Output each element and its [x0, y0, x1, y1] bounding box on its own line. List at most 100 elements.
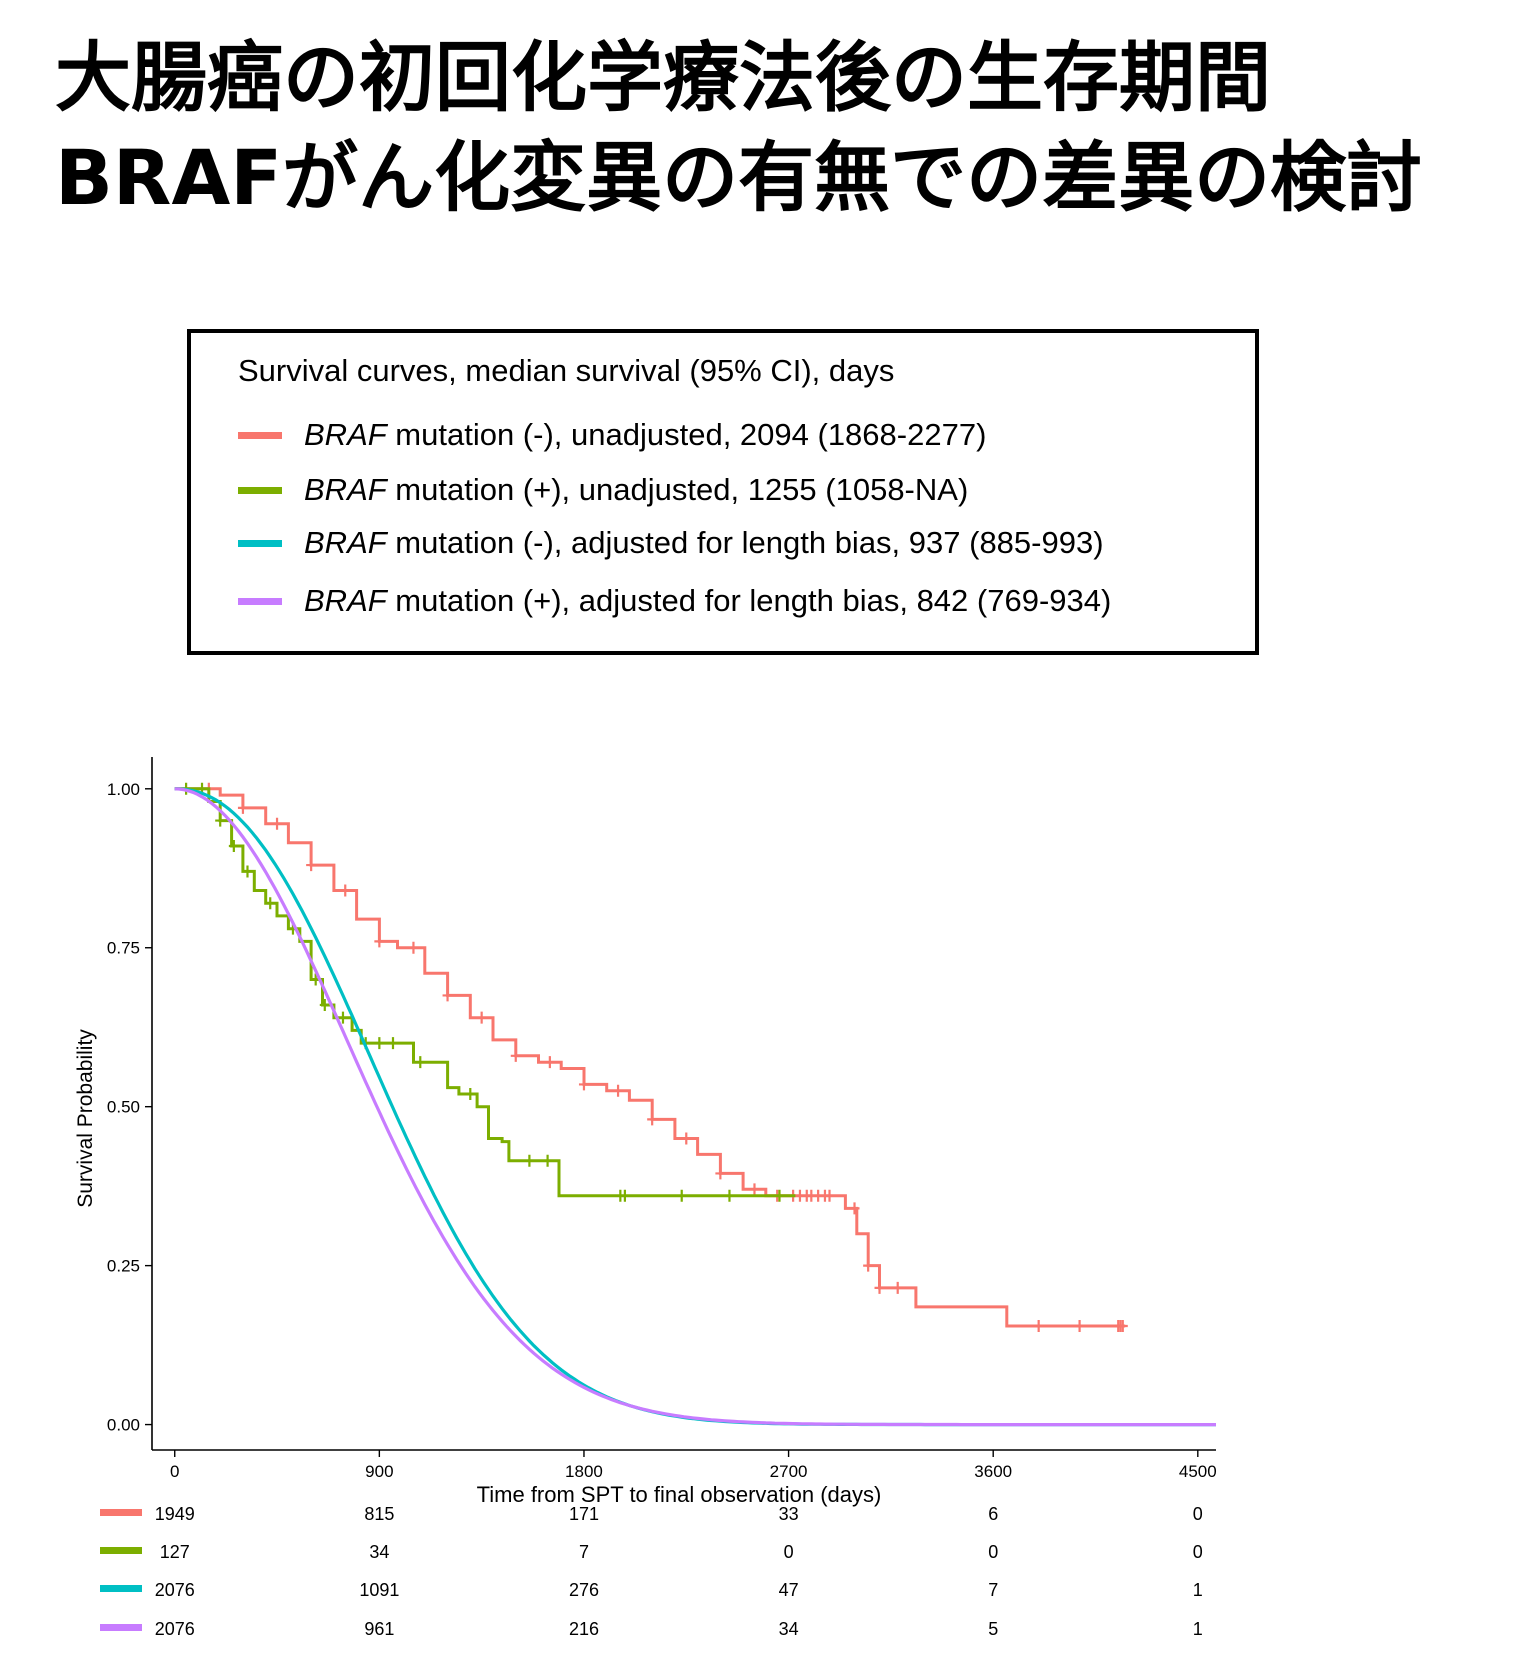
series-4-curve — [174, 787, 1216, 1427]
risk-table-swatch — [100, 1624, 142, 1631]
slide-title: 大腸癌の初回化学療法後の生存期間 BRAFがん化変異の有無での差異の検討 — [55, 28, 1422, 228]
legend-gene-name: BRAF — [304, 583, 387, 618]
x-tick-label: 4500 — [1179, 1462, 1217, 1481]
risk-table-count: 0 — [784, 1542, 794, 1562]
risk-table-swatch — [100, 1509, 142, 1516]
risk-table-count: 2076 — [155, 1619, 195, 1639]
series-1-censor-mark — [340, 884, 351, 897]
series-3-curve — [174, 787, 1216, 1427]
risk-table-count: 33 — [779, 1504, 799, 1524]
legend-label: BRAF mutation (-), unadjusted, 2094 (186… — [304, 417, 986, 453]
x-tick-label: 900 — [365, 1462, 393, 1481]
series-1-censor-mark — [892, 1281, 903, 1294]
legend-label: BRAF mutation (-), adjusted for length b… — [304, 525, 1104, 561]
risk-table-count: 171 — [569, 1504, 599, 1524]
series-2-censor-mark — [387, 1037, 398, 1050]
series-1-censor-mark — [749, 1183, 760, 1196]
legend-text: mutation (-), adjusted for length bias, … — [386, 525, 1104, 560]
risk-table-count: 5 — [988, 1619, 998, 1639]
risk-table-count: 34 — [369, 1542, 389, 1562]
series-1-censor-mark — [408, 941, 419, 954]
risk-table-count: 0 — [988, 1542, 998, 1562]
slide-title-line-1: 大腸癌の初回化学療法後の生存期間 — [55, 33, 1271, 122]
x-axis-title: Time from SPT to final observation (days… — [477, 1482, 882, 1507]
legend-text: mutation (-), unadjusted, 2094 (1868-227… — [386, 417, 987, 452]
x-tick-label: 1800 — [565, 1462, 603, 1481]
series-2-censor-mark — [676, 1189, 687, 1202]
legend-label: BRAF mutation (+), unadjusted, 1255 (105… — [304, 472, 968, 508]
series-2-censor-mark — [774, 1189, 785, 1202]
series-2-censor-mark — [319, 998, 330, 1011]
series-1-censor-mark — [272, 817, 283, 830]
risk-table-count: 47 — [779, 1580, 799, 1600]
series-1-censor-mark — [1117, 1320, 1128, 1333]
risk-table-count: 1 — [1193, 1619, 1203, 1639]
series-1-censor-mark — [237, 801, 248, 814]
series-2-line — [174, 787, 796, 1198]
legend-swatch-green — [238, 486, 282, 494]
series-2-censor-mark — [265, 897, 276, 910]
risk-table-count: 216 — [569, 1619, 599, 1639]
x-tick-label: 0 — [170, 1462, 179, 1481]
series-1-censor-mark — [1033, 1320, 1044, 1333]
series-2-censor-mark — [542, 1154, 553, 1167]
risk-table-swatch — [100, 1547, 142, 1554]
series-2-censor-mark — [724, 1189, 735, 1202]
series-1-censor-mark — [863, 1259, 874, 1272]
legend-text: mutation (+), unadjusted, 1255 (1058-NA) — [386, 472, 969, 507]
legend-heading: Survival curves, median survival (95% CI… — [238, 353, 895, 388]
legend-label: BRAF mutation (+), adjusted for length b… — [304, 583, 1111, 619]
series-1-censor-mark — [613, 1084, 624, 1097]
risk-table-count: 2076 — [155, 1580, 195, 1600]
risk-table-count: 815 — [364, 1504, 394, 1524]
legend-swatch-purple — [238, 597, 282, 605]
series-1-censor-mark — [510, 1049, 521, 1062]
y-tick-label: 0.75 — [107, 939, 140, 958]
series-2-censor-mark — [465, 1087, 476, 1100]
legend-item-braf-pos-unadjusted: BRAF mutation (+), unadjusted, 1255 (105… — [238, 470, 968, 510]
y-tick-label: 0.25 — [107, 1257, 140, 1276]
series-1-censor-mark — [476, 1011, 487, 1024]
series-1-censor-mark — [849, 1202, 860, 1215]
legend-item-braf-neg-unadjusted: BRAF mutation (-), unadjusted, 2094 (186… — [238, 415, 986, 455]
legend-item-braf-pos-adjusted: BRAF mutation (+), adjusted for length b… — [238, 581, 1111, 621]
series-2-censor-mark — [374, 1037, 385, 1050]
legend-gene-name: BRAF — [304, 525, 387, 560]
y-axis-title: Survival Probability — [74, 1029, 97, 1208]
series-2-censor-mark — [337, 1011, 348, 1024]
legend-box: Survival curves, median survival (95% CI… — [187, 329, 1259, 655]
legend-gene-name: BRAF — [304, 472, 387, 507]
risk-table-count: 0 — [1193, 1504, 1203, 1524]
series-1-censor-mark — [681, 1132, 692, 1145]
series-2-censor-mark — [228, 840, 239, 853]
risk-table-count: 127 — [160, 1542, 190, 1562]
y-tick-label: 0.00 — [107, 1416, 140, 1435]
series-1-censor-mark — [874, 1281, 885, 1294]
risk-table-count: 1 — [1193, 1580, 1203, 1600]
risk-table-count: 6 — [988, 1504, 998, 1524]
legend-swatch-cyan — [238, 539, 282, 547]
series-1-censor-mark — [824, 1189, 835, 1202]
risk-table-count: 276 — [569, 1580, 599, 1600]
risk-table-count: 0 — [1193, 1542, 1203, 1562]
legend-swatch-salmon — [238, 431, 282, 439]
slide-title-line-2: BRAFがん化変異の有無での差異の検討 — [55, 133, 1423, 222]
legend-text: mutation (+), adjusted for length bias, … — [386, 583, 1112, 618]
series-2-censor-mark — [215, 814, 226, 827]
survival-chart: 0.00 0.25 0.50 0.75 1.00 0 900 1800 2700 3600 4500… — [74, 757, 1217, 1639]
x-tick-label: 2700 — [770, 1462, 808, 1481]
series-1-censor-mark — [578, 1078, 589, 1091]
series-1-censor-mark — [647, 1113, 658, 1126]
y-tick-label: 0.50 — [107, 1098, 140, 1117]
risk-table-count: 1091 — [359, 1580, 399, 1600]
risk-table-count: 961 — [364, 1619, 394, 1639]
series-1-censor-mark — [374, 935, 385, 948]
series-2-censor-mark — [524, 1154, 535, 1167]
series-1-censor-mark — [544, 1056, 555, 1069]
series-1-censor-mark — [306, 859, 317, 872]
risk-table-swatch — [100, 1585, 142, 1592]
risk-table-count: 1949 — [155, 1504, 195, 1524]
y-tick-label: 1.00 — [107, 780, 140, 799]
legend-gene-name: BRAF — [304, 417, 387, 452]
series-1-censor-mark — [1074, 1320, 1085, 1333]
